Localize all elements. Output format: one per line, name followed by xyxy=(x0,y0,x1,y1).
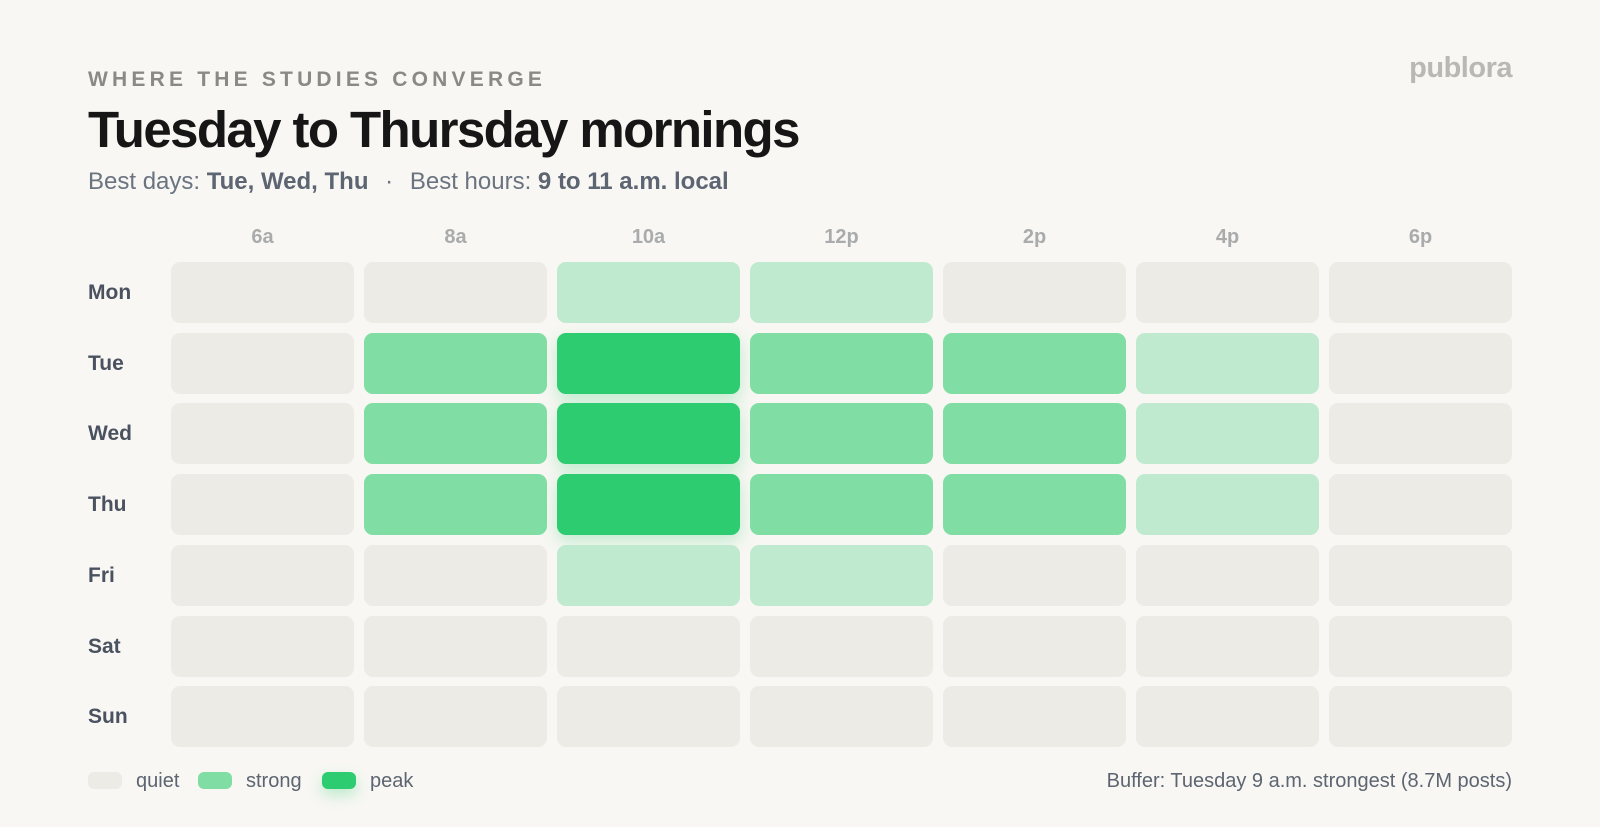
heatmap-cell-thu-6p xyxy=(1329,474,1512,536)
column-label-6a: 6a xyxy=(251,226,274,248)
heatmap-cell-mon-12p xyxy=(750,262,933,323)
heatmap-cell-sun-8a xyxy=(364,686,547,748)
chart-card: WHERE THE STUDIES CONVERGE publora Tuesd… xyxy=(88,0,1512,827)
heatmap-cell-sun-4p xyxy=(1136,686,1319,748)
heatmap-cell-mon-6p xyxy=(1329,262,1512,323)
heatmap-cell-fri-8a xyxy=(364,544,547,606)
heatmap-cell-sat-6a xyxy=(171,615,354,677)
heatmap-cell-sat-4p xyxy=(1136,615,1319,677)
row-label-thu: Thu xyxy=(88,493,127,517)
heatmap-cell-tue-8a xyxy=(364,332,547,394)
heatmap-cell-fri-12p xyxy=(750,544,933,606)
heatmap-cell-wed-4p xyxy=(1136,403,1319,465)
heatmap-cell-thu-6a xyxy=(171,474,354,536)
heatmap-cell-sun-6a xyxy=(171,686,354,748)
best-hours-value: 9 to 11 a.m. local xyxy=(537,168,729,195)
row-label-fri: Fri xyxy=(88,563,115,587)
heatmap-cell-tue-6p xyxy=(1329,332,1512,394)
legend-swatch-strong xyxy=(198,772,232,789)
heatmap-cell-fri-6a xyxy=(171,544,354,606)
row-label-wed: Wed xyxy=(88,422,132,446)
heatmap-cell-thu-2p xyxy=(943,474,1126,536)
heatmap-cell-sun-6p xyxy=(1329,686,1512,748)
heatmap-cell-wed-2p xyxy=(943,403,1126,465)
heatmap-cell-tue-10a xyxy=(557,332,740,394)
column-label-10a: 10a xyxy=(631,226,666,248)
source-note: Buffer: Tuesday 9 a.m. strongest (8.7M p… xyxy=(1106,770,1512,792)
row-label-sat: Sat xyxy=(88,634,121,658)
legend-label-peak: peak xyxy=(370,770,414,792)
heatmap-cell-sat-2p xyxy=(943,615,1126,677)
legend-label-strong: strong xyxy=(246,770,302,792)
best-hours-label: Best hours: xyxy=(409,168,532,195)
column-label-2p: 2p xyxy=(1022,226,1047,248)
column-label-8a: 8a xyxy=(444,226,467,248)
row-label-mon: Mon xyxy=(88,281,132,304)
heatmap-cell-fri-2p xyxy=(943,544,1126,606)
row-label-tue: Tue xyxy=(88,351,124,375)
heatmap-cell-sun-2p xyxy=(943,686,1126,748)
heatmap-cell-wed-10a xyxy=(557,403,740,465)
heatmap-cell-thu-12p xyxy=(750,474,933,536)
best-days-label: Best days: xyxy=(88,168,201,195)
heatmap-cell-mon-4p xyxy=(1136,262,1319,323)
heatmap-cell-wed-6p xyxy=(1329,403,1512,465)
heatmap-cell-tue-12p xyxy=(750,332,933,394)
heatmap-cell-thu-8a xyxy=(364,474,547,536)
heatmap-cell-sat-8a xyxy=(364,615,547,677)
subtitle-separator: · xyxy=(385,168,394,195)
heatmap-cell-sat-6p xyxy=(1329,615,1512,677)
heatmap-cell-sat-12p xyxy=(750,615,933,677)
heatmap-cell-wed-6a xyxy=(171,403,354,465)
row-label-sun: Sun xyxy=(88,705,128,729)
heatmap-cell-fri-4p xyxy=(1136,544,1319,606)
heatmap-cell-thu-10a xyxy=(557,474,740,536)
heatmap-cell-mon-8a xyxy=(364,262,547,323)
column-label-12p: 12p xyxy=(824,226,859,248)
heatmap-cell-sat-10a xyxy=(557,615,740,677)
heatmap-cell-sun-10a xyxy=(557,686,740,748)
heatmap-cell-fri-6p xyxy=(1329,544,1512,606)
kicker: WHERE THE STUDIES CONVERGE xyxy=(88,68,547,91)
heatmap-cell-mon-2p xyxy=(943,262,1126,323)
heatmap-cell-mon-6a xyxy=(171,262,354,323)
heatmap-cell-tue-6a xyxy=(171,332,354,394)
heatmap-cell-mon-10a xyxy=(557,262,740,323)
heatmap-cell-tue-2p xyxy=(943,332,1126,394)
heatmap-cell-wed-12p xyxy=(750,403,933,465)
column-label-6p: 6p xyxy=(1408,226,1433,248)
heatmap-cell-thu-4p xyxy=(1136,474,1319,536)
legend-label-quiet: quiet xyxy=(136,770,180,792)
chart-title: Tuesday to Thursday mornings xyxy=(88,101,800,158)
heatmap-cell-fri-10a xyxy=(557,544,740,606)
best-days-value: Tue, Wed, Thu xyxy=(206,168,369,195)
brand-logo: publora xyxy=(1409,52,1512,84)
legend-swatch-peak xyxy=(322,772,356,789)
heatmap-cell-wed-8a xyxy=(364,403,547,465)
heatmap-cell-sun-12p xyxy=(750,686,933,748)
heatmap-cell-tue-4p xyxy=(1136,332,1319,394)
legend-swatch-quiet xyxy=(88,772,122,789)
column-label-4p: 4p xyxy=(1215,226,1240,248)
chart-subtitle: Best days: Tue, Wed, Thu · Best hours: 9… xyxy=(88,168,729,196)
